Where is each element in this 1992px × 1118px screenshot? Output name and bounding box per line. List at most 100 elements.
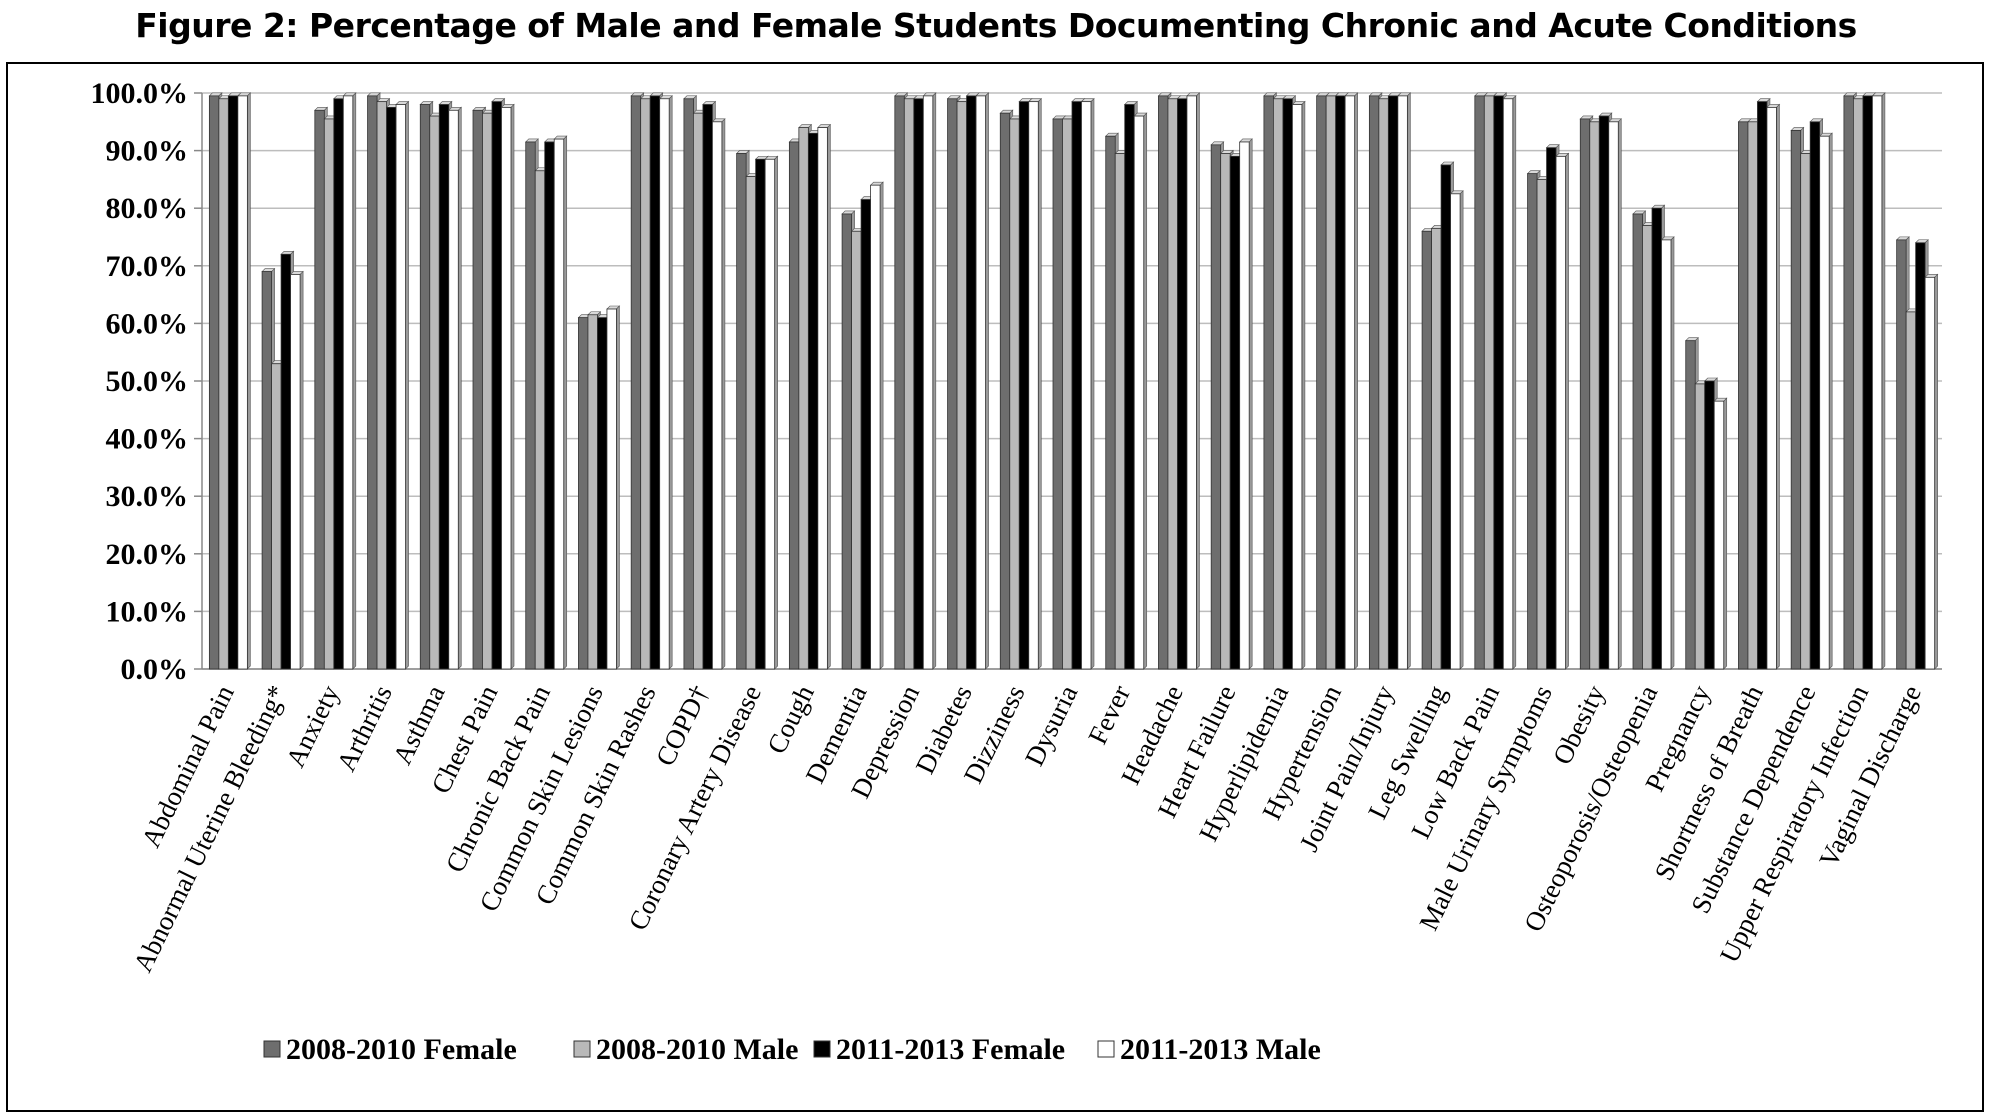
y-tick-label: 0.0% [121,653,189,686]
bar [851,230,862,670]
bar [1186,95,1197,670]
bar-side [1090,97,1095,670]
bar [841,213,852,670]
bar-side [1248,138,1253,670]
bar [1273,98,1284,670]
bar [683,98,694,670]
bar [1536,179,1547,670]
bar [491,101,502,670]
bar [280,253,291,670]
legend-swatch [1097,1040,1115,1058]
legend-swatch [573,1040,591,1058]
bar [227,95,239,670]
bar-side [1776,103,1780,670]
bar [314,109,325,670]
bar [630,95,642,670]
bar-side [1459,190,1464,670]
legend-label: 2008-2010 Male [596,1033,798,1066]
y-tick-label: 30.0% [106,480,189,513]
bar [1124,104,1135,670]
bar-side [1301,100,1306,670]
bar [1387,95,1399,670]
bar [1316,95,1327,670]
bar-side [932,92,937,670]
bar [578,317,589,670]
bar [1009,118,1020,670]
bar-chart: 0.0% 10.0% 20.0% 30.0% 40.0% 50.0% 60.0% 70.0% 8… [91,77,1942,1066]
x-tick-label: Fever [1082,680,1136,748]
bar [1651,207,1662,670]
bar [1344,95,1356,670]
bar [472,109,483,670]
bar [1378,98,1389,670]
bar [1474,95,1485,670]
bar-side [721,118,726,670]
bar [764,158,776,670]
bar [208,95,220,670]
bar [1114,153,1126,670]
bar [1757,101,1768,670]
bar [1546,147,1557,670]
bar [237,95,248,670]
bar [1589,121,1600,670]
bar [290,274,301,670]
bar [587,314,598,670]
bar [1335,95,1346,670]
bar [702,104,713,670]
bar-side [1934,273,1938,670]
y-tick-label: 90.0% [106,135,189,168]
y-tick-label: 70.0% [106,250,189,283]
bar [271,363,282,670]
bar [1924,276,1936,670]
bar [1282,98,1293,670]
bar [922,95,934,670]
bar [1133,115,1145,670]
bar [1018,101,1030,670]
bar [1440,164,1451,670]
bar [1661,239,1672,670]
bar [1450,193,1461,670]
bar-side [1565,152,1569,670]
y-tick-label: 60.0% [106,307,189,340]
y-tick-label: 100.0% [91,77,189,110]
bar [1431,227,1442,670]
bar [1167,98,1178,670]
bar [1694,383,1706,670]
bar [448,109,459,670]
bar [534,170,546,670]
bar-side [827,123,831,670]
bar [1210,144,1222,670]
bar [1502,98,1514,670]
y-tick-label: 10.0% [106,595,189,628]
bar [798,127,809,670]
y-tick-label: 40.0% [106,423,189,456]
bar [1177,98,1188,670]
bar [649,95,661,670]
bar-side [299,270,304,670]
legend-swatch [263,1040,281,1058]
bar [745,176,757,670]
bar [1220,153,1231,670]
bar [1853,98,1864,670]
bar-side [247,92,251,670]
bar-side [1196,92,1200,670]
bar [1062,118,1073,670]
bar [1579,118,1591,670]
bar [606,308,617,670]
bar-side [1881,92,1886,670]
bar [1790,130,1802,670]
y-tick-label: 50.0% [106,365,189,398]
bar [1738,121,1749,670]
bar [1915,242,1926,670]
bar [736,153,747,670]
bar-side [668,95,673,670]
bar [1747,121,1758,670]
bar [1713,400,1725,670]
bar-side [563,135,568,670]
bar [1325,95,1337,670]
bar [999,112,1011,670]
bar [553,138,565,670]
bar [1158,95,1169,670]
bar [1421,230,1432,670]
y-tick-label: 80.0% [106,192,189,225]
